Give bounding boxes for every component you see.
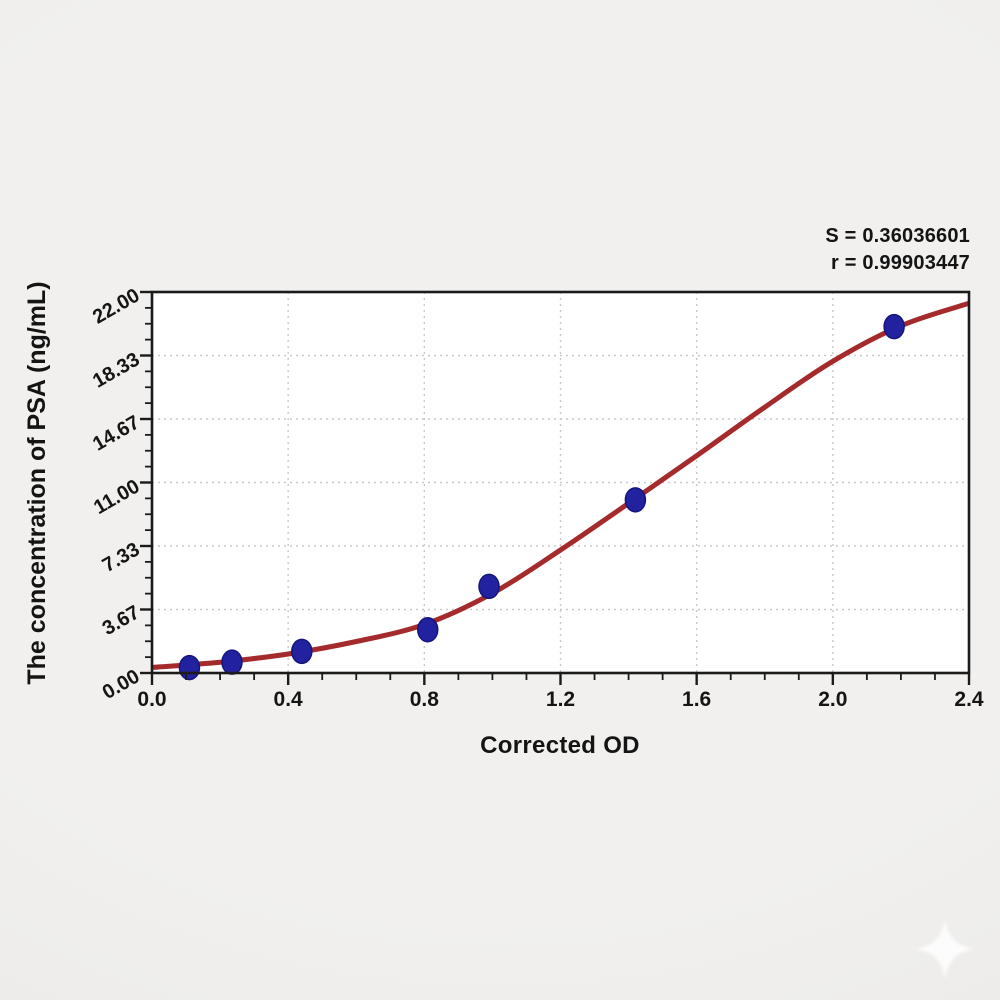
data-point-marker <box>478 573 500 600</box>
fit-s-value: S = 0.36036601 <box>825 225 970 247</box>
sparkle-watermark-icon <box>915 919 975 979</box>
x-tick-label: 2.4 <box>954 688 984 711</box>
data-point-marker <box>178 654 201 681</box>
plot-border <box>150 290 971 675</box>
x-tick-label: 0.8 <box>409 688 439 711</box>
fit-r-value: r = 0.99903447 <box>830 252 970 274</box>
data-point-marker <box>883 313 905 340</box>
x-tick-label: 0.0 <box>137 688 167 711</box>
y-axis-title: The concentration of PSA (ng/mL) <box>23 281 51 685</box>
x-tick-label: 2.0 <box>818 688 848 711</box>
data-point-marker <box>624 487 647 513</box>
x-axis-title: Corrected OD <box>480 732 640 759</box>
data-point-marker <box>291 638 313 665</box>
x-tick-label: 1.6 <box>682 688 712 711</box>
x-tick-label: 1.2 <box>545 688 576 711</box>
data-point-marker <box>221 649 243 675</box>
data-point-marker <box>416 616 439 643</box>
fit-statistics: S = 0.36036601 r = 0.99903447 <box>825 223 970 277</box>
fit-curve-line <box>152 300 969 670</box>
x-tick-label: 0.4 <box>273 688 303 711</box>
